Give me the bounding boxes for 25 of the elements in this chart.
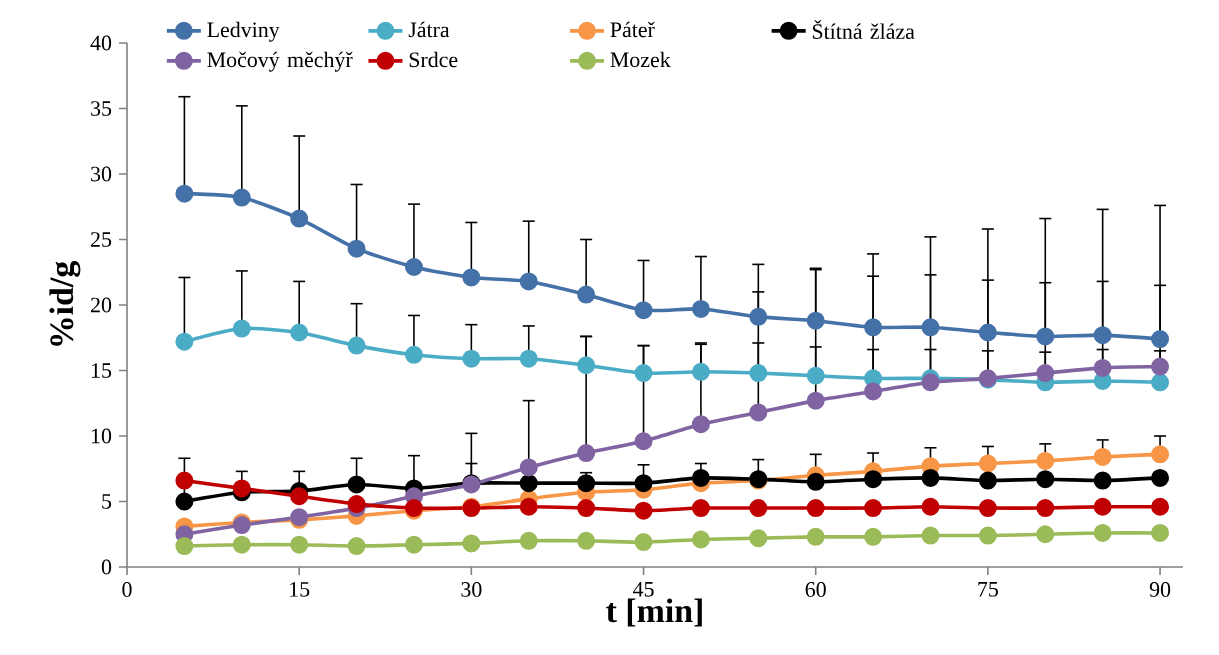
y-tick-label: 10	[91, 428, 112, 444]
y-tick-label: 25	[91, 232, 112, 247]
x-tick-label: 75	[978, 582, 998, 597]
x-tick-label: 30	[461, 582, 482, 597]
y-tick-label: 0	[101, 559, 112, 575]
y-tick-label: 40	[90, 35, 112, 51]
x-tick-label: 15	[290, 582, 310, 597]
legend-label: Štítná žláza	[812, 19, 915, 39]
y-tick-label: 15	[91, 363, 112, 378]
x-tick-label: 90	[1149, 582, 1171, 597]
y-tick-label: 5	[102, 494, 112, 509]
x-tick-label: 0	[122, 582, 132, 597]
legend-label: Játra	[408, 21, 450, 38]
legend-label: Mozek	[610, 51, 671, 68]
y-tick-label: 35	[91, 101, 112, 116]
y-tick-label: 30	[91, 166, 112, 182]
y-axis-title: %id/g	[49, 261, 81, 346]
y-tick-label: 20	[91, 297, 112, 313]
x-tick-label: 45	[633, 582, 654, 597]
legend-label: Srdce	[409, 51, 458, 68]
legend-label: Páteř	[610, 21, 655, 38]
legend-label: Ledviny	[207, 21, 280, 42]
legend-label: Močový měchýř	[207, 51, 353, 72]
x-axis-title: t [min]	[606, 598, 702, 627]
x-tick-label: 60	[805, 582, 826, 597]
